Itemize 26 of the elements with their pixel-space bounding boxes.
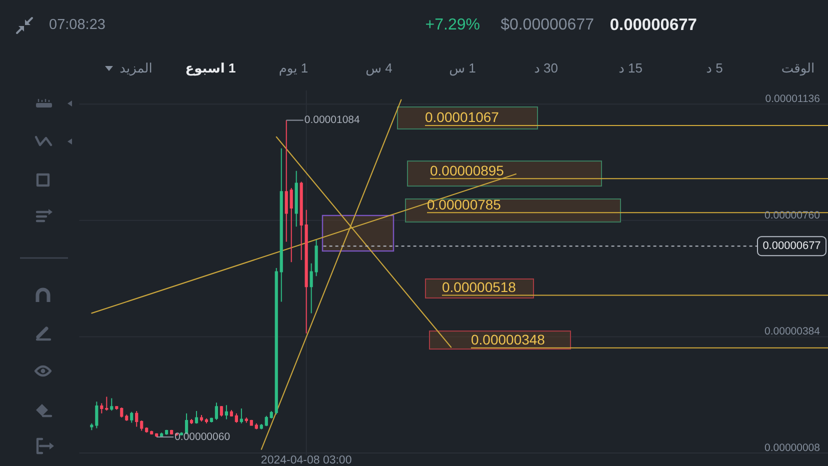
annotation: 0.00001084: [304, 114, 360, 126]
ref-line-label: 0.00001067: [425, 109, 500, 126]
y-tick-label: 0.00000384: [764, 326, 820, 338]
text: +7.29%: [425, 16, 480, 34]
text: 4 س: [366, 60, 392, 76]
y-tick-label: 0.00000760: [764, 209, 820, 222]
text: 1 س: [449, 60, 476, 76]
ref-line-label: 0.00000785: [427, 196, 502, 212]
text: 0.00000677: [610, 16, 697, 34]
text: $0.00000677: [500, 16, 594, 34]
text: المزيد: [120, 60, 152, 76]
ref-line-label: 0.00000518: [442, 278, 516, 295]
text: 1 اسبوع: [185, 60, 236, 76]
annotation: 0.00000060: [174, 430, 230, 443]
ref-line-label: 0.00000895: [430, 162, 504, 178]
text: 5 د: [706, 60, 723, 76]
x-tick-label: 2024-04-08 03:00: [260, 454, 352, 466]
text: 30 د: [534, 60, 558, 76]
text: 1 يوم: [278, 60, 308, 76]
y-tick-label: 0.00000008: [764, 442, 820, 454]
ref-line-label: 0.00000677: [762, 240, 821, 252]
ref-line-label: 0.00000348: [471, 332, 546, 348]
text: 07:08:23: [49, 17, 106, 33]
text: الوقت: [781, 60, 815, 76]
text: 15 د: [618, 60, 642, 76]
y-tick-label: 0.00001136: [765, 93, 820, 106]
